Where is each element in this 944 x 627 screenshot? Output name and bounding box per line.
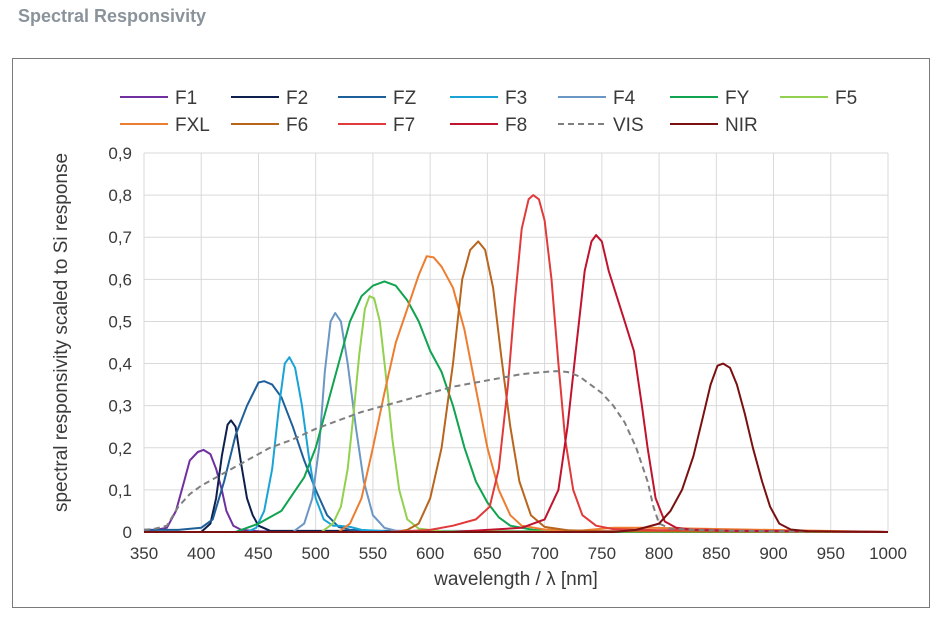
y-tick-label: 0,4 [108,355,132,374]
series-line-fy [144,280,888,533]
legend-label-f7: F7 [393,115,415,136]
y-axis-label: spectral responsivity scaled to Si respo… [51,153,72,512]
legend-label-f5: F5 [835,88,857,109]
y-tick-label: 0,6 [108,270,132,289]
y-tick-label: 0,2 [108,439,132,458]
series-line-vis [143,370,889,533]
series-line-f3 [144,356,889,533]
chart-frame: 0 0,1 0,2 0,3 0,4 0,5 0,6 0,7 0,8 0,9 350 400 450 500… [12,58,930,608]
x-tick-label: 400 [187,544,215,563]
y-tick-label: 0,7 [108,228,132,247]
legend-label-fz: FZ [393,88,417,109]
axes: 0 0,1 0,2 0,3 0,4 0,5 0,6 0,7 0,8 0,9 350 400 450 500… [108,144,907,563]
series-line-f7 [144,194,889,533]
legend-label-f4: F4 [613,88,636,109]
x-tick-label: 700 [530,544,558,563]
legend-label-fy: FY [725,88,750,109]
page-title: Spectral Responsivity [18,6,207,26]
series-line-f6 [144,240,889,533]
x-tick-label: 550 [359,544,387,563]
legend-label-f6: F6 [286,115,308,136]
series-line-f2 [144,419,889,533]
legend: F1 F2 FZ F3 F4 FY F5 FXL F6 F7 F8 VIS NIR [120,88,857,136]
x-tick-label: 750 [588,544,616,563]
x-tick-label: 350 [130,544,158,563]
x-tick-label: 650 [473,544,501,563]
spectral-chart: 0 0,1 0,2 0,3 0,4 0,5 0,6 0,7 0,8 0,9 350 400 450 500… [51,88,907,590]
legend-label-fxl: FXL [175,115,210,136]
legend-label-f3: F3 [505,88,527,109]
y-tick-label: 0 [123,523,132,542]
legend-label-f8: F8 [505,115,527,136]
y-tick-label: 0,3 [108,397,132,416]
x-tick-label: 600 [416,544,444,563]
y-tick-label: 0,9 [108,144,132,163]
series-line-fxl [144,255,889,533]
y-tick-label: 0,8 [108,186,132,205]
y-tick-label: 0,5 [108,312,132,331]
x-tick-label: 500 [302,544,330,563]
legend-label-f1: F1 [175,88,197,109]
legend-label-f2: F2 [286,88,308,109]
series-lines [143,194,889,533]
x-axis-label: wavelength / λ [nm] [433,569,598,590]
series-line-f5 [144,295,889,533]
series-line-f8 [144,234,889,533]
grid [143,152,889,533]
y-tick-label: 0,1 [108,481,132,500]
legend-label-vis: VIS [613,115,644,136]
x-tick-label: 900 [759,544,787,563]
x-tick-label: 800 [645,544,673,563]
x-tick-label: 1000 [869,544,907,563]
legend-label-nir: NIR [725,115,758,136]
x-tick-label: 950 [817,544,845,563]
x-tick-label: 450 [244,544,272,563]
x-tick-label: 850 [702,544,730,563]
series-line-f4 [144,312,889,533]
series-line-nir [144,362,889,533]
